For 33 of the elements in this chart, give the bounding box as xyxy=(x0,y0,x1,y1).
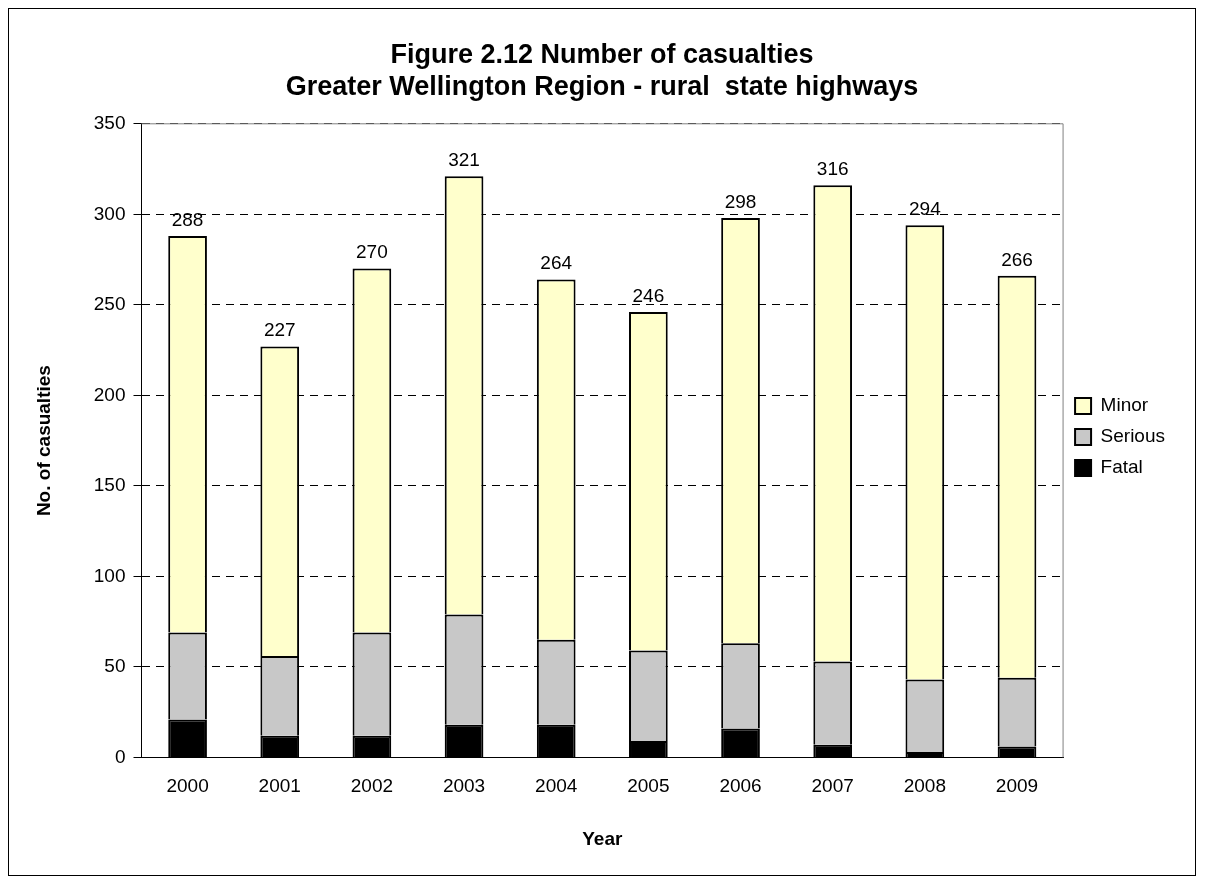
total-label: 264 xyxy=(540,252,573,274)
x-tick-label: 2005 xyxy=(627,775,670,797)
total-label: 316 xyxy=(816,158,849,180)
x-tick-label: 2009 xyxy=(995,775,1039,797)
total-label: 227 xyxy=(263,319,296,341)
y-tick-label: 50 xyxy=(104,655,126,677)
total-label: 266 xyxy=(1001,248,1033,270)
legend-label: Fatal xyxy=(1100,456,1143,478)
y-tick-label: 300 xyxy=(93,202,126,224)
text: Greater Wellington Region - rural state highways xyxy=(285,71,919,102)
y-tick-label: 200 xyxy=(93,383,126,405)
x-tick-label: 2006 xyxy=(719,775,762,797)
x-tick-label: 2008 xyxy=(903,775,946,797)
total-label: 270 xyxy=(356,241,388,263)
x-tick-label: 2002 xyxy=(350,775,394,797)
x-axis-title: Year xyxy=(582,827,623,849)
y-tick-label: 100 xyxy=(93,564,126,586)
y-tick-label: 350 xyxy=(93,112,126,134)
y-tick-label: 150 xyxy=(93,474,126,496)
legend-label: Serious xyxy=(1100,425,1165,447)
total-label: 321 xyxy=(448,149,480,171)
x-tick-label: 2001 xyxy=(258,775,301,797)
x-tick-label: 2004 xyxy=(535,775,578,797)
y-tick-label: 0 xyxy=(114,745,126,767)
y-tick-label: 250 xyxy=(93,293,126,315)
x-tick-label: 2000 xyxy=(166,775,209,797)
total-label: 246 xyxy=(632,284,665,306)
y-axis-title: No. of casualties xyxy=(32,365,54,517)
total-label: 298 xyxy=(724,190,757,212)
text: Figure 2.12 Number of casualties xyxy=(390,38,814,69)
x-tick-label: 2007 xyxy=(811,775,854,797)
x-tick-label: 2003 xyxy=(442,775,486,797)
legend-label: Minor xyxy=(1100,394,1149,416)
